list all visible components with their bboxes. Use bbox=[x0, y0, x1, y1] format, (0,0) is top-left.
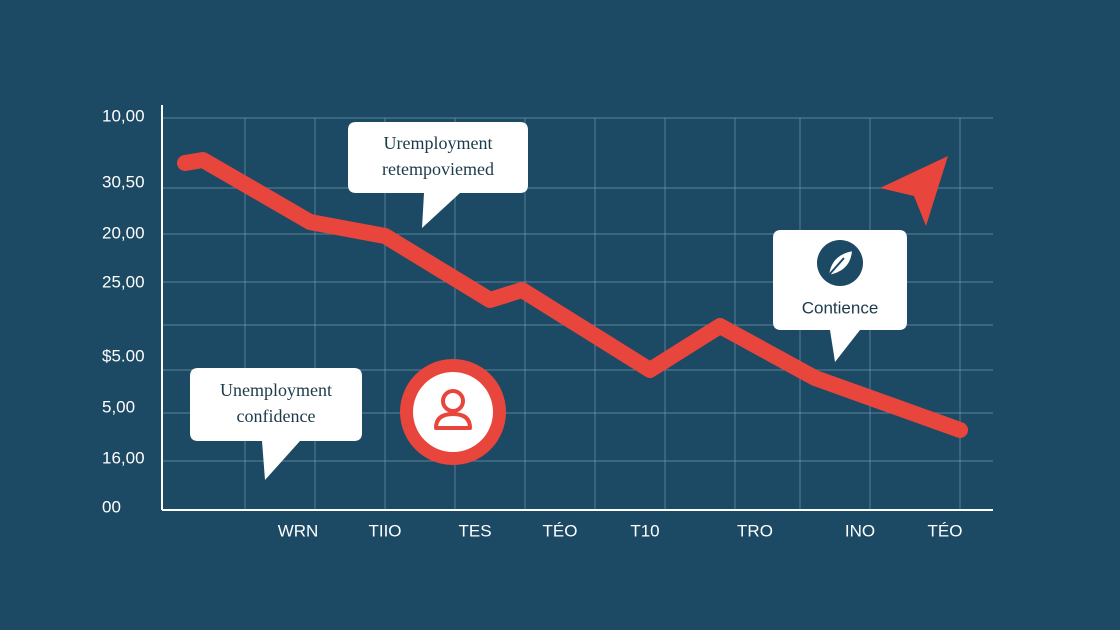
callout-text: confidence bbox=[237, 406, 316, 426]
y-axis-label: 20,00 bbox=[102, 223, 145, 242]
x-axis-label: TRO bbox=[737, 521, 773, 540]
y-axis-label: 16,00 bbox=[102, 448, 145, 467]
y-axis-label: 30,50 bbox=[102, 172, 145, 191]
callout-text: Uremployment bbox=[384, 133, 493, 153]
callout-text: retempoviemed bbox=[382, 159, 494, 179]
y-axis-label: 5,00 bbox=[102, 397, 135, 416]
y-axis-labels: 10,00 30,50 20,00 25,00 $5.00 5,00 16,00 00 bbox=[102, 106, 145, 516]
y-axis-label: $5.00 bbox=[102, 346, 145, 365]
person-icon bbox=[400, 359, 506, 465]
x-axis-label: TÉO bbox=[543, 521, 578, 540]
callout: Contience bbox=[773, 230, 907, 362]
y-axis-label: 25,00 bbox=[102, 272, 145, 291]
callout-text: Unemployment bbox=[220, 380, 332, 400]
x-axis-label: WRN bbox=[278, 521, 319, 540]
y-axis-label: 10,00 bbox=[102, 106, 145, 125]
x-axis-label: T10 bbox=[630, 521, 659, 540]
x-axis-label: TES bbox=[458, 521, 491, 540]
trend-line bbox=[177, 152, 968, 438]
y-axis-label: 00 bbox=[102, 497, 121, 516]
callout: Unemployment confidence bbox=[190, 368, 362, 480]
callout-text: Contience bbox=[802, 298, 879, 317]
arrow-head bbox=[880, 156, 948, 226]
x-axis-labels: WRN TIIO TES TÉO T10 TRO INO TÉO bbox=[278, 521, 963, 540]
x-axis-label: TÉO bbox=[928, 521, 963, 540]
callout: Uremployment retempoviemed bbox=[348, 122, 528, 228]
x-axis-label: TIIO bbox=[368, 521, 401, 540]
x-axis-label: INO bbox=[845, 521, 875, 540]
